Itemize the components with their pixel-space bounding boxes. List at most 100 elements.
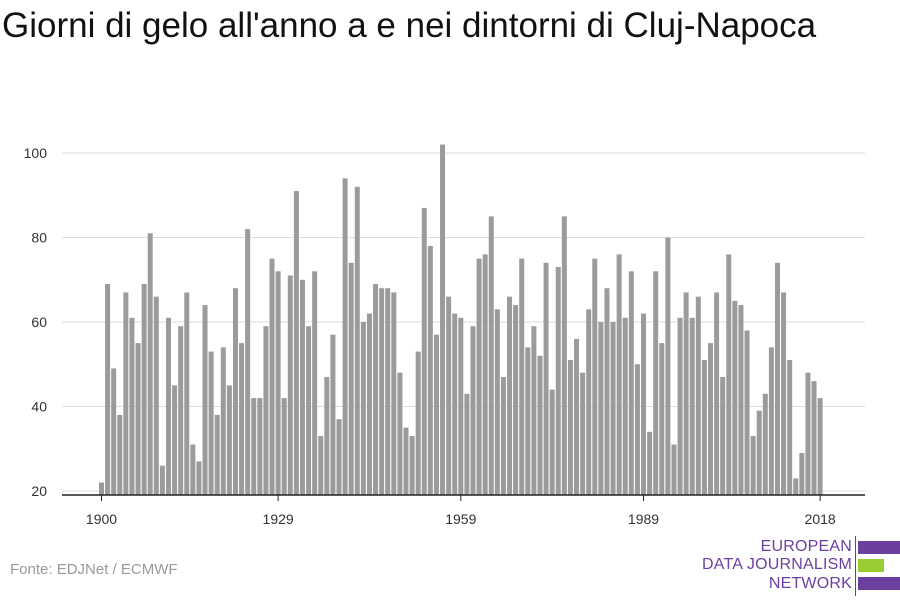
bar-1906	[135, 343, 141, 496]
bar-1956	[440, 144, 446, 496]
bar-1916	[196, 461, 202, 495]
bar-2017	[811, 381, 817, 495]
bar-1999	[701, 360, 707, 495]
bar-1924	[245, 229, 251, 496]
bar-1960	[464, 393, 470, 495]
bar-1985	[616, 254, 622, 495]
bar-1971	[531, 326, 537, 495]
edjnet-logo: EUROPEAN DATA JOURNALISM NETWORK	[700, 536, 900, 596]
bar-1973	[543, 262, 549, 495]
bar-1941	[348, 262, 354, 495]
bar-1912	[172, 385, 178, 496]
bar-1970	[525, 347, 531, 495]
bar-1948	[391, 292, 397, 495]
bar-2003	[726, 254, 732, 495]
bar-1913	[178, 326, 184, 495]
bar-1942	[354, 186, 360, 496]
bar-1943	[360, 322, 366, 495]
bar-2012	[781, 292, 787, 495]
bar-1937	[324, 376, 330, 495]
bar-2013	[787, 360, 793, 495]
y-tick-label: 20	[31, 483, 47, 499]
logo-bar-green	[858, 559, 884, 572]
bar-1976	[561, 216, 567, 496]
bar-2007	[750, 436, 756, 495]
bar-1914	[184, 292, 190, 495]
bar-1969	[519, 258, 525, 496]
x-tick-label: 1900	[86, 511, 117, 527]
bar-2015	[799, 452, 805, 495]
bar-2011	[774, 262, 780, 495]
logo-text-line2: DATA JOURNALISM	[702, 556, 852, 573]
source-note: Fonte: EDJNet / ECMWF	[10, 561, 178, 578]
bar-1961	[470, 326, 476, 495]
bar-1925	[251, 398, 257, 495]
bar-1980	[586, 309, 592, 495]
bar-1977	[567, 360, 573, 495]
y-tick-label: 60	[31, 314, 47, 330]
bar-1996	[683, 292, 689, 495]
bar-1953	[421, 207, 427, 495]
bar-1930	[281, 398, 287, 495]
chart-title: Giorni di gelo all'anno a e nei dintorni…	[2, 6, 817, 45]
logo-bar-purple-bottom	[858, 577, 900, 590]
bar-1935	[312, 271, 318, 495]
bar-1923	[239, 343, 245, 496]
bar-1997	[689, 317, 695, 495]
bars	[99, 144, 823, 496]
bar-2001	[714, 292, 720, 495]
bar-1951	[409, 436, 415, 495]
bar-1908	[147, 233, 153, 495]
y-axis-ticks: 20 40 60 80 100	[24, 145, 48, 499]
bar-1984	[610, 322, 616, 495]
bar-1933	[299, 279, 305, 495]
bar-1945	[373, 283, 379, 495]
bar-1905	[129, 317, 135, 495]
bar-1959	[458, 317, 464, 495]
bar-1940	[342, 178, 348, 495]
bar-2008	[756, 410, 762, 495]
bar-1950	[403, 427, 409, 496]
bar-1966	[500, 376, 506, 495]
bar-1918	[208, 351, 214, 495]
bar-1967	[507, 296, 513, 495]
bar-1907	[141, 283, 147, 495]
bar-1917	[202, 305, 208, 495]
bar-1902	[111, 368, 117, 495]
logo-text-line3: NETWORK	[768, 575, 852, 592]
bar-1922	[232, 288, 238, 495]
bar-1993	[665, 237, 671, 495]
bar-1915	[190, 444, 196, 495]
bar-1968	[513, 305, 519, 495]
bar-1949	[397, 372, 403, 495]
bar-1952	[415, 351, 421, 495]
bar-2002	[720, 376, 726, 495]
bar-1975	[555, 267, 561, 495]
bar-1927	[263, 326, 269, 495]
bar-1932	[293, 191, 299, 495]
bar-1938	[330, 334, 336, 495]
bar-1972	[537, 355, 543, 495]
logo-text-line1: EUROPEAN	[760, 538, 852, 555]
bar-1991	[653, 271, 659, 495]
bar-2005	[738, 305, 744, 495]
bar-1901	[105, 283, 111, 495]
bar-1981	[592, 258, 598, 496]
bar-1987	[628, 271, 634, 495]
bar-1934	[306, 326, 312, 495]
bar-1920	[220, 347, 226, 495]
bar-1992	[659, 343, 665, 496]
x-tick-label: 1959	[445, 511, 476, 527]
bar-1904	[123, 292, 129, 495]
bar-2004	[732, 300, 738, 496]
bar-1910	[159, 465, 165, 495]
bar-1989	[641, 313, 647, 495]
y-tick-label: 100	[24, 145, 48, 161]
bar-2006	[744, 330, 750, 495]
bar-1947	[385, 288, 391, 495]
bar-1963	[482, 254, 488, 495]
logo-bar-purple-top	[858, 541, 900, 554]
y-tick-label: 80	[31, 230, 47, 246]
x-tick-label: 1929	[263, 511, 294, 527]
bar-1988	[634, 364, 640, 495]
